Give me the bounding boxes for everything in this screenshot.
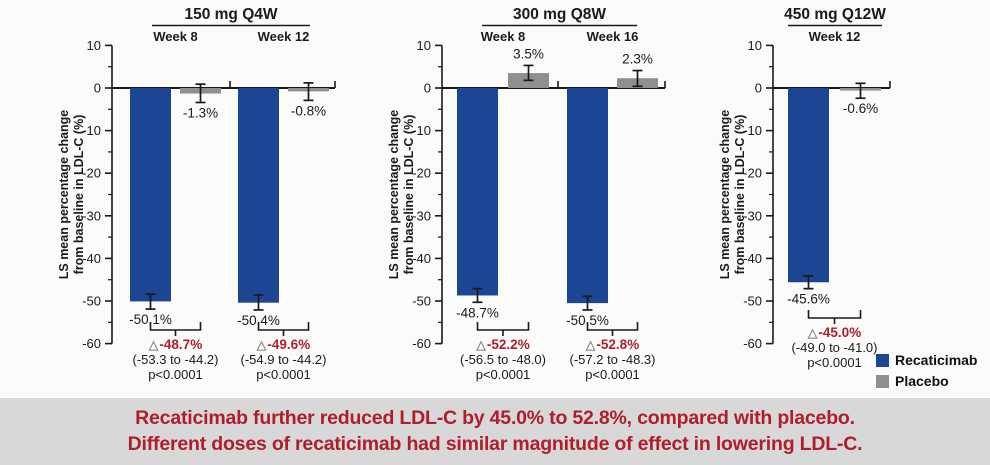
y-tick-label: -30 [82,208,101,223]
difference-label: △-49.6% [256,337,310,352]
week-label: Week 16 [587,29,639,44]
y-tick-label: -10 [743,123,762,138]
week-label: Week 12 [809,29,861,44]
delta-triangle-icon: △ [256,338,268,352]
legend-item-recaticimab: Recaticimab [876,352,977,368]
panel-title: 450 mg Q12W [784,6,886,23]
y-axis-label: LS mean percentage change [718,110,732,280]
delta-value: -49.6% [267,337,310,352]
week-label: Week 8 [481,29,526,44]
bar-value-label: 2.3% [622,52,653,67]
recaticimab-swatch-icon [876,353,889,367]
difference-label: △-52.2% [475,337,529,352]
comparison-bracket [807,310,862,324]
ldl-c-bar-chart: 150 mg Q4W 10 0 -10 -20 -30 -40 -50 -60 LS mean p… [57,6,891,382]
confidence-interval-label: (-57.2 to -48.3) [570,352,656,367]
y-axis-label: from baseline in LDL-C (%) [402,115,416,275]
y-tick-label: -20 [743,166,762,181]
p-value-label: p<0.0001 [148,367,203,382]
week-label: Week 8 [153,29,198,44]
p-value-label: p<0.0001 [807,355,862,370]
comparison-bracket [257,322,310,336]
bar-recaticimab [788,88,829,283]
y-tick-label: -40 [743,251,762,266]
y-tick-label: -20 [82,166,101,181]
bar-recaticimab [130,88,171,302]
y-tick-label: 0 [94,81,101,96]
week-label: Week 12 [258,29,310,44]
confidence-interval-label: (-56.5 to -48.0) [460,352,546,367]
bar-value-label: -50.1% [129,312,172,327]
comparison-bracket [586,322,639,336]
delta-triangle-icon: △ [475,338,487,352]
y-axis-label: from baseline in LDL-C (%) [72,115,86,275]
bar-value-label: -45.6% [787,292,830,307]
p-value-label: p<0.0001 [585,367,640,382]
legend-item-placebo: Placebo [876,373,977,389]
confidence-interval-label: (-53.3 to -44.2) [133,352,219,367]
y-tick-label: 0 [755,81,762,96]
y-tick-label: -30 [412,208,431,223]
confidence-interval-label: (-54.9 to -44.2) [241,352,327,367]
bar-value-label: -48.7% [456,305,499,320]
bar-value-label: 3.5% [513,46,544,61]
y-tick-label: -50 [412,294,431,309]
legend: Recaticimab Placebo [876,352,977,389]
bar-value-label: -0.6% [843,101,878,116]
p-value-label: p<0.0001 [476,367,531,382]
delta-triangle-icon: △ [585,338,597,352]
bar-value-label: -0.8% [291,103,326,118]
y-tick-label: -60 [82,336,101,351]
y-tick-label: -40 [82,251,101,266]
y-tick-label: -50 [743,294,762,309]
legend-label: Placebo [895,373,949,389]
y-tick-label: 10 [748,38,762,53]
y-tick-label: -60 [743,336,762,351]
delta-value: -45.0% [818,325,861,340]
placebo-swatch-icon [876,374,889,388]
y-tick-label: -20 [412,166,431,181]
y-axis-label: from baseline in LDL-C (%) [733,115,747,275]
bar-value-label: -50.4% [237,313,280,328]
difference-label: △-45.0% [807,325,861,340]
confidence-interval-label: (-49.0 to -41.0) [792,340,878,355]
bar-value-label: -1.3% [183,105,218,120]
summary-banner: Recaticimab further reduced LDL-C by 45.… [0,398,990,465]
y-tick-label: -10 [412,123,431,138]
y-tick-label: -40 [412,251,431,266]
bar-recaticimab [238,88,279,303]
delta-value: -48.7% [159,337,202,352]
p-value-label: p<0.0001 [256,367,311,382]
y-tick-label: -50 [82,294,101,309]
delta-triangle-icon: △ [807,326,819,340]
summary-line-1: Recaticimab further reduced LDL-C by 45.… [135,407,855,429]
difference-label: △-52.8% [585,337,639,352]
comparison-bracket [476,322,530,336]
legend-label: Recaticimab [895,352,978,368]
bar-recaticimab [567,88,608,304]
summary-line-2: Different doses of recaticimab had simil… [127,433,863,455]
y-tick-label: 10 [417,38,431,53]
bar-recaticimab [457,88,498,296]
y-axis-label: LS mean percentage change [387,110,401,280]
delta-value: -52.8% [596,337,639,352]
bar-value-label: -50.5% [566,313,609,328]
difference-label: △-48.7% [148,337,202,352]
panel-title: 150 mg Q4W [184,6,277,23]
y-tick-label: -60 [412,336,431,351]
y-tick-label: -30 [743,208,762,223]
delta-value: -52.2% [487,337,530,352]
y-axis-label: LS mean percentage change [57,110,71,280]
y-tick-label: -10 [82,123,101,138]
panel-title: 300 mg Q8W [513,6,606,23]
y-tick-label: 0 [424,81,431,96]
comparison-bracket [149,322,202,336]
y-tick-label: 10 [87,38,101,53]
delta-triangle-icon: △ [148,338,160,352]
